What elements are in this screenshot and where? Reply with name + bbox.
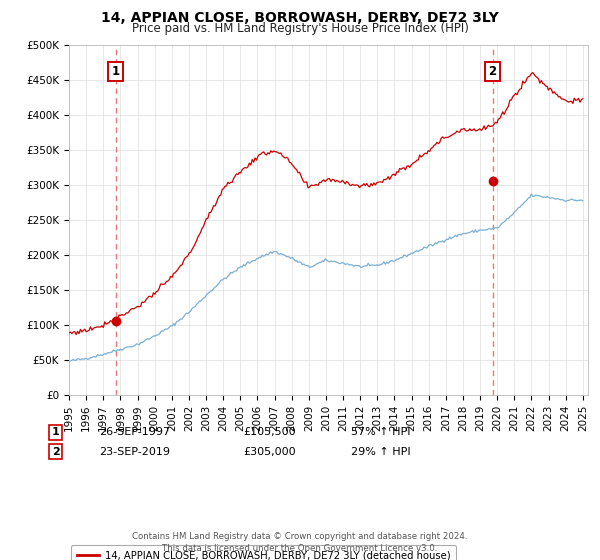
Text: 57% ↑ HPI: 57% ↑ HPI (351, 427, 410, 437)
Text: 1: 1 (112, 65, 120, 78)
Text: 2: 2 (488, 65, 497, 78)
Text: 14, APPIAN CLOSE, BORROWASH, DERBY, DE72 3LY: 14, APPIAN CLOSE, BORROWASH, DERBY, DE72… (101, 11, 499, 25)
Text: £305,000: £305,000 (243, 447, 296, 457)
Text: 29% ↑ HPI: 29% ↑ HPI (351, 447, 410, 457)
Text: 26-SEP-1997: 26-SEP-1997 (99, 427, 170, 437)
Text: 2: 2 (52, 447, 59, 457)
Text: Contains HM Land Registry data © Crown copyright and database right 2024.
This d: Contains HM Land Registry data © Crown c… (132, 533, 468, 553)
Text: Price paid vs. HM Land Registry's House Price Index (HPI): Price paid vs. HM Land Registry's House … (131, 22, 469, 35)
Text: 23-SEP-2019: 23-SEP-2019 (99, 447, 170, 457)
Text: £105,500: £105,500 (243, 427, 296, 437)
Legend: 14, APPIAN CLOSE, BORROWASH, DERBY, DE72 3LY (detached house), HPI: Average pric: 14, APPIAN CLOSE, BORROWASH, DERBY, DE72… (71, 545, 456, 560)
Text: 1: 1 (52, 427, 59, 437)
